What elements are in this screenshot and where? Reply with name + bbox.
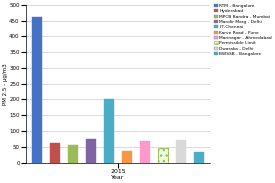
Legend: RTM - Bangalore, Hyderabad, MPCB Bandra - Mumbai, Mandir Marg - Delhi, IIT-Chenn: RTM - Bangalore, Hyderabad, MPCB Bandra … (214, 4, 272, 56)
Bar (50, 143, 60, 163)
Bar (32, 17, 42, 163)
Bar (176, 141, 186, 163)
X-axis label: Year: Year (111, 175, 125, 180)
Bar (158, 148, 168, 163)
Bar (140, 141, 150, 163)
Bar (68, 145, 78, 163)
Bar (194, 152, 204, 163)
Bar (158, 148, 168, 163)
Y-axis label: PM 2.5 - µg/m3: PM 2.5 - µg/m3 (3, 63, 8, 104)
Bar (86, 139, 96, 163)
Bar (122, 151, 132, 163)
Bar (104, 99, 114, 163)
